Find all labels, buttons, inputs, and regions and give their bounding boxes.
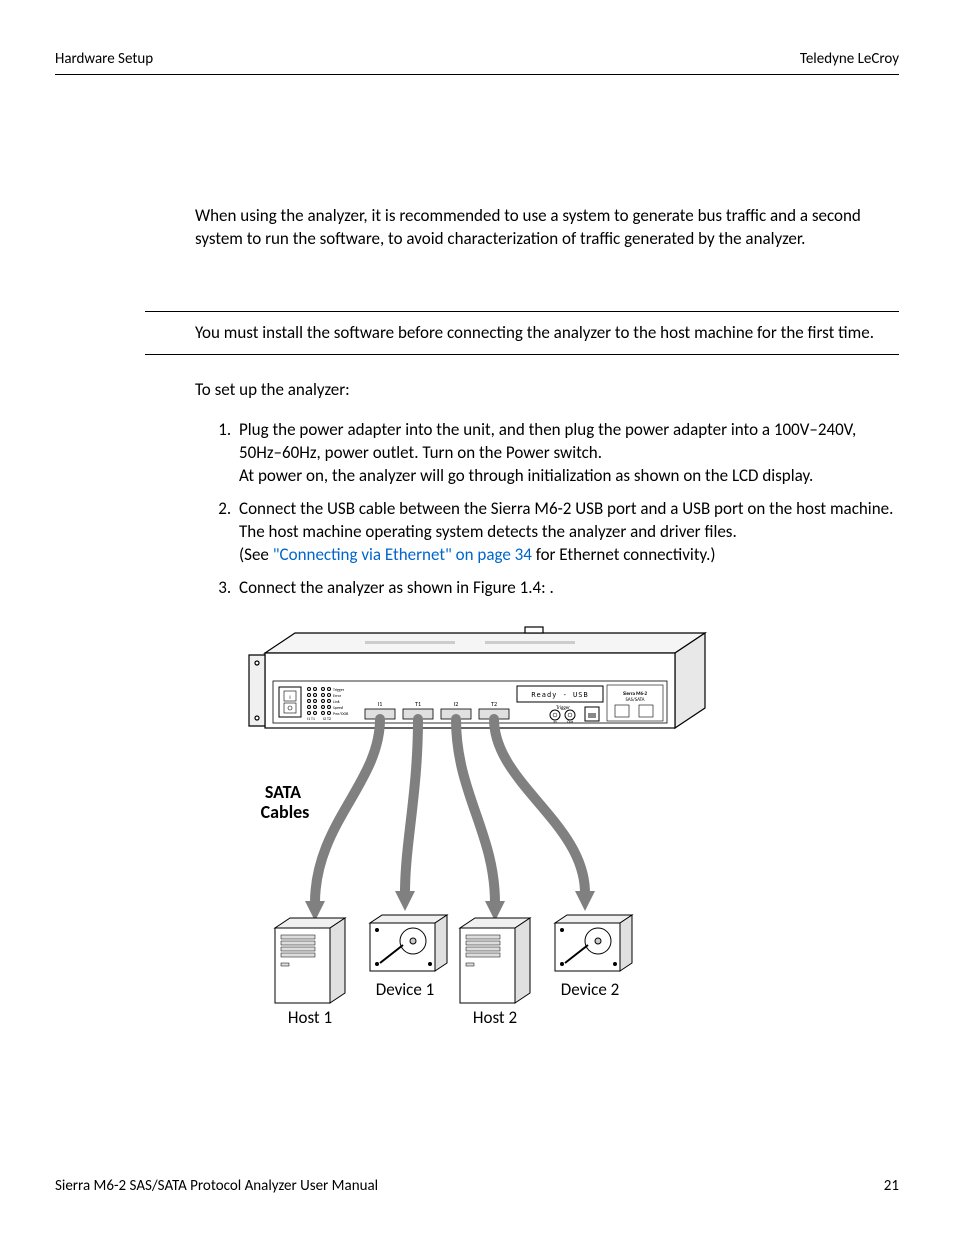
- port-i2: I2: [454, 700, 459, 708]
- body-column-2: To set up the analyzer: Plug the power a…: [195, 379, 899, 600]
- svg-text:I2 T2: I2 T2: [323, 717, 331, 722]
- step-1: Plug the power adapter into the unit, an…: [235, 419, 899, 488]
- step-2-see-suffix: for Ethernet connectivity.): [532, 544, 716, 565]
- device-2-label: Device 2: [561, 979, 620, 1000]
- page: Hardware Setup Teledyne LeCroy When usin…: [0, 0, 954, 1235]
- front-panel: I Trigger Error Link Speed: [273, 681, 667, 725]
- footer-left: Sierra M6-2 SAS/SATA Protocol Analyzer U…: [55, 1177, 378, 1195]
- page-footer: Sierra M6-2 SAS/SATA Protocol Analyzer U…: [55, 1177, 899, 1195]
- host-2-icon: [460, 918, 530, 1003]
- steps-list: Plug the power adapter into the unit, an…: [195, 419, 899, 600]
- device-1-icon: [370, 915, 447, 971]
- sata-cables: [315, 719, 585, 903]
- brand-bot: SAS/SATA: [625, 697, 644, 703]
- step-3: Connect the analyzer as shown in Figure …: [235, 577, 899, 600]
- connection-figure: I Trigger Error Link Speed: [205, 623, 725, 1063]
- port-t2: T2: [491, 700, 497, 708]
- svg-text:I1 T1: I1 T1: [307, 717, 315, 722]
- step-3-line-1: Connect the analyzer as shown in Figure …: [239, 577, 554, 598]
- port-t1: T1: [415, 700, 421, 708]
- note-text: You must install the software before con…: [195, 322, 874, 343]
- host-1-icon: [275, 918, 345, 1003]
- sata-cables-label: SATA Cables: [261, 781, 310, 823]
- svg-text:Error: Error: [333, 694, 342, 699]
- note-box: You must install the software before con…: [145, 311, 899, 355]
- svg-text:Speed: Speed: [333, 706, 343, 711]
- svg-text:In: In: [553, 720, 556, 725]
- step-1-line-1: Plug the power adapter into the unit, an…: [239, 419, 856, 463]
- ethernet-link[interactable]: "Connecting via Ethernet" on page 34: [273, 544, 532, 565]
- port-i1: I1: [378, 700, 383, 708]
- figure-svg: I Trigger Error Link Speed: [205, 623, 725, 1063]
- page-header: Hardware Setup Teledyne LeCroy: [55, 50, 899, 75]
- svg-text:Out: Out: [567, 720, 574, 725]
- body-column: When using the analyzer, it is recommend…: [195, 205, 899, 251]
- host-1-label: Host 1: [288, 1007, 332, 1028]
- setup-intro: To set up the analyzer:: [195, 379, 899, 402]
- svg-text:Link: Link: [333, 700, 340, 705]
- host-2-label: Host 2: [473, 1007, 517, 1028]
- svg-text:I: I: [289, 695, 290, 701]
- footer-page: 21: [884, 1177, 899, 1195]
- lcd-display: Ready - USB: [531, 691, 588, 699]
- intro-paragraph: When using the analyzer, it is recommend…: [195, 205, 899, 251]
- step-1-line-2: At power on, the analyzer will go throug…: [239, 465, 813, 486]
- header-right: Teledyne LeCroy: [800, 50, 899, 68]
- svg-text:Pwr/OOB: Pwr/OOB: [333, 712, 348, 717]
- device-2-icon: [555, 915, 632, 971]
- svg-text:Trigger: Trigger: [333, 688, 345, 693]
- step-2: Connect the USB cable between the Sierra…: [235, 498, 899, 567]
- step-2-see-prefix: (See: [239, 544, 273, 565]
- header-left: Hardware Setup: [55, 50, 153, 68]
- step-2-line-1: Connect the USB cable between the Sierra…: [239, 498, 893, 542]
- device-1-label: Device 1: [376, 979, 435, 1000]
